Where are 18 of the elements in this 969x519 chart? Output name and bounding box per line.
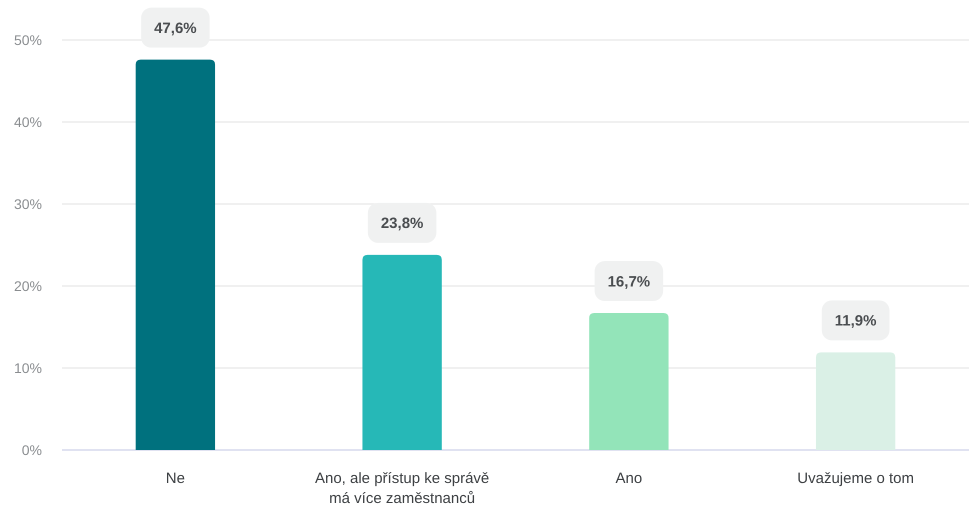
x-tick-label: Uvažujeme o tom bbox=[797, 470, 914, 487]
y-tick-label: 0% bbox=[22, 442, 42, 458]
y-tick-label: 10% bbox=[14, 360, 42, 376]
y-tick-label: 50% bbox=[14, 32, 42, 48]
y-tick-label: 20% bbox=[14, 278, 42, 294]
y-tick-label: 40% bbox=[14, 114, 42, 130]
bar bbox=[362, 254, 442, 450]
x-tick-label: Ano, ale přístup ke správě má více zaměstnanců bbox=[314, 470, 490, 507]
bar bbox=[816, 352, 896, 450]
data-label: 47,6% bbox=[154, 20, 197, 37]
y-tick-label: 30% bbox=[14, 196, 42, 212]
data-label: 16,7% bbox=[608, 273, 650, 290]
bar bbox=[589, 313, 669, 450]
data-label: 11,9% bbox=[834, 312, 876, 330]
bar bbox=[136, 60, 216, 450]
data-label: 23,8% bbox=[380, 215, 424, 232]
x-tick-label: Ano bbox=[616, 470, 642, 487]
x-tick-label: Ne bbox=[166, 470, 185, 487]
